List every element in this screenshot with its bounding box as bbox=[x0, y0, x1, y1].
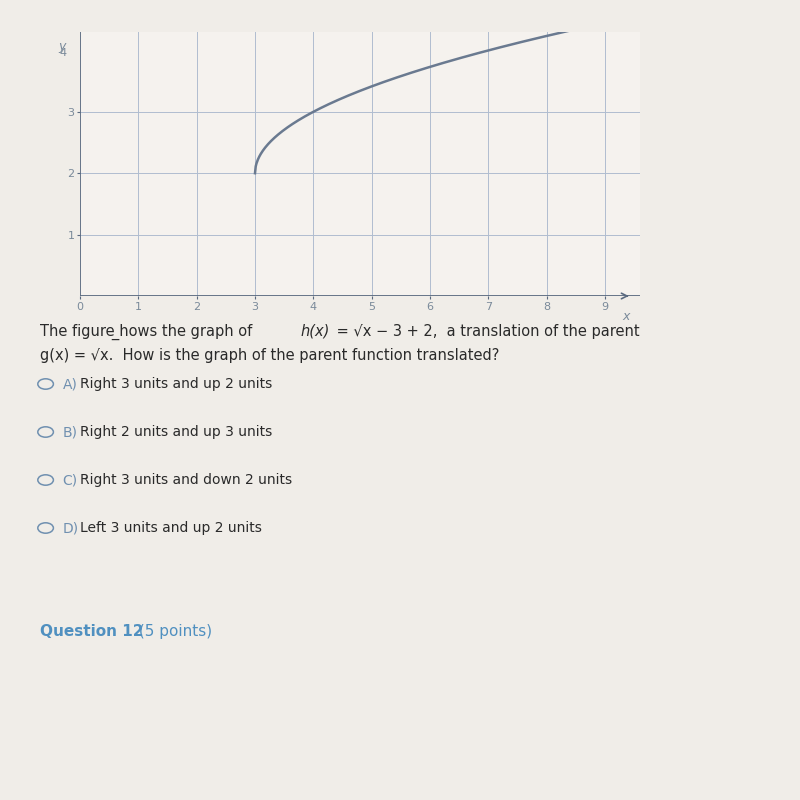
Text: C): C) bbox=[62, 473, 78, 487]
Text: Right 3 units and up 2 units: Right 3 units and up 2 units bbox=[80, 377, 272, 391]
Text: A): A) bbox=[62, 377, 78, 391]
Text: x: x bbox=[622, 310, 630, 322]
Text: 4: 4 bbox=[59, 49, 66, 58]
Text: y: y bbox=[59, 40, 66, 53]
Text: (5 points): (5 points) bbox=[134, 624, 213, 639]
Text: Left 3 units and up 2 units: Left 3 units and up 2 units bbox=[80, 521, 262, 535]
Text: Right 3 units and down 2 units: Right 3 units and down 2 units bbox=[80, 473, 292, 487]
Text: Right 2 units and up 3 units: Right 2 units and up 3 units bbox=[80, 425, 272, 439]
Text: B): B) bbox=[62, 425, 78, 439]
Text: Question 12: Question 12 bbox=[40, 624, 143, 639]
Text: = √x − 3 + 2,  a translation of the parent: = √x − 3 + 2, a translation of the paren… bbox=[332, 324, 640, 339]
Text: D): D) bbox=[62, 521, 78, 535]
Text: h(x): h(x) bbox=[300, 324, 330, 339]
Text: The figure ̲hows the graph of: The figure ̲hows the graph of bbox=[40, 324, 262, 340]
Text: g(x) = √x.  How is the graph of the parent function translated?: g(x) = √x. How is the graph of the paren… bbox=[40, 348, 499, 363]
